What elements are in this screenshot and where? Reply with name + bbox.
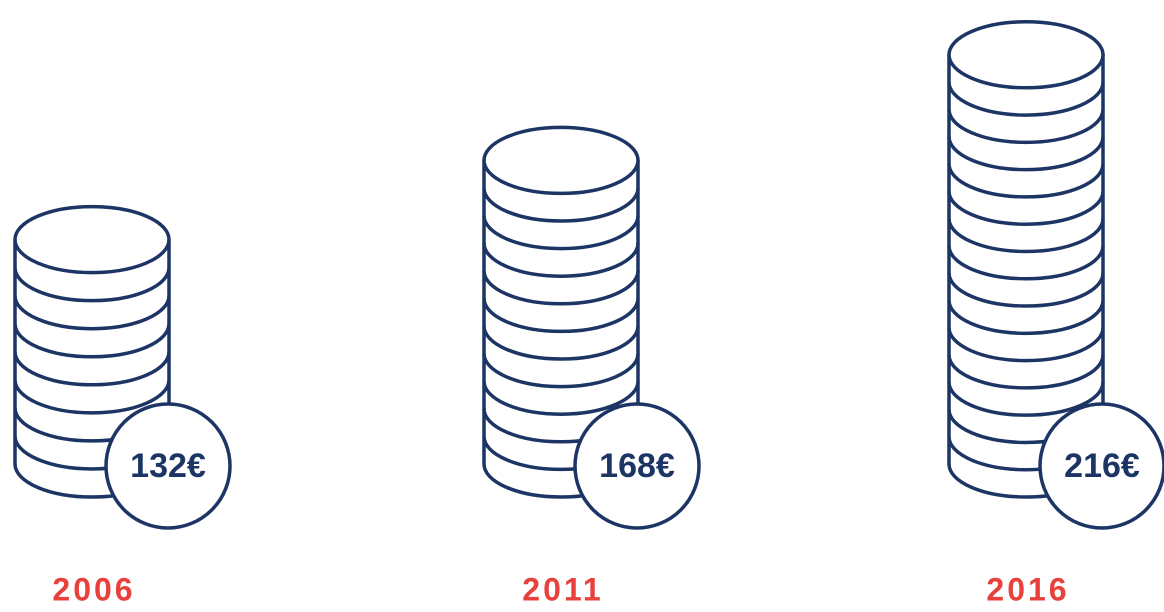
- coin-edge: [482, 187, 640, 223]
- value-label: 216€: [1064, 447, 1140, 485]
- category-label: 2011: [522, 571, 603, 607]
- coin-edge: [947, 163, 1105, 199]
- category-label: 2006: [52, 571, 135, 607]
- coin-edge: [947, 354, 1105, 390]
- coin-stack: [13, 204, 171, 499]
- coin-edge: [13, 323, 171, 359]
- coin-top: [947, 20, 1105, 90]
- coin-edge: [947, 245, 1105, 281]
- coin-edge: [482, 243, 640, 278]
- coin-edge: [947, 81, 1105, 117]
- coin-top: [482, 125, 640, 196]
- coin-stack: [947, 20, 1105, 499]
- coin-edge: [482, 215, 640, 251]
- coin-edge: [947, 272, 1105, 308]
- value-badge: [1038, 402, 1164, 530]
- value-badge: [573, 402, 701, 530]
- coin-edge: [13, 295, 171, 331]
- coin-edge: [947, 109, 1105, 145]
- coin-edge: [947, 382, 1105, 417]
- coin-edge: [13, 379, 171, 415]
- coin-edge: [482, 298, 640, 334]
- coin-edge: [947, 300, 1105, 336]
- coin-edge: [947, 327, 1105, 363]
- coin-top: [13, 204, 171, 275]
- coin-edge: [947, 218, 1105, 254]
- value-badge: [104, 402, 232, 530]
- coin-edge: [947, 136, 1105, 172]
- value-label: 168€: [599, 447, 675, 485]
- coin-edge: [482, 381, 640, 416]
- coin-edge: [13, 267, 171, 303]
- coin-edge: [13, 351, 171, 387]
- coin-edge: [482, 325, 640, 361]
- category-label: 2016: [986, 571, 1069, 607]
- coin-edge: [482, 353, 640, 389]
- coin-stack: [482, 125, 640, 499]
- coin-edge: [947, 191, 1105, 226]
- value-label: 132€: [130, 447, 206, 485]
- coin-edge: [482, 270, 640, 306]
